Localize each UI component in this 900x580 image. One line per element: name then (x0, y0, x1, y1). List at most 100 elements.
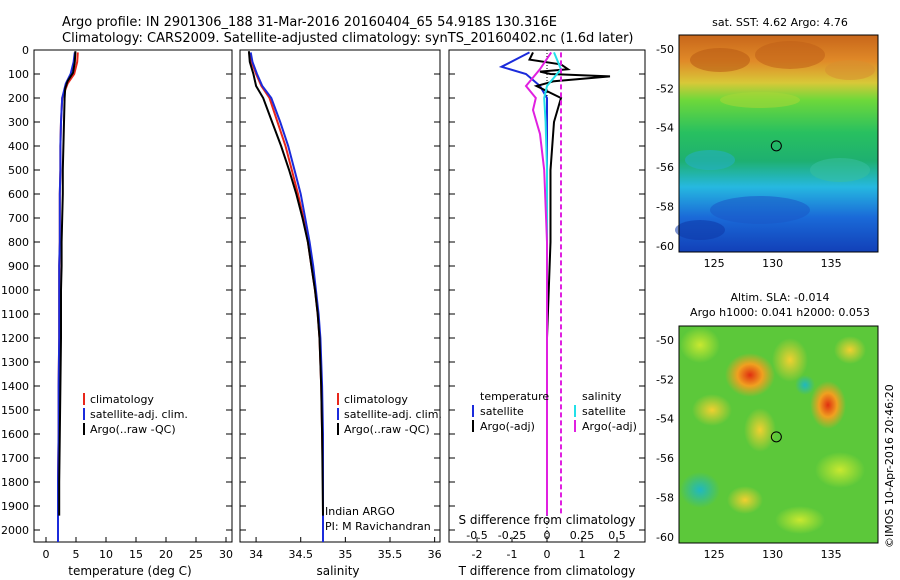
top-tick-label: -0.5 (466, 529, 487, 542)
depth-tick-label: 2000 (1, 524, 29, 537)
depth-tick-label: 1200 (1, 332, 29, 345)
temperature-series (57, 51, 79, 542)
series-line (58, 51, 77, 516)
depth-tick-label: 1600 (1, 428, 29, 441)
temperature-x-ticks: 0 5 10 15 20 25 30 (43, 537, 233, 561)
depth-tick-label: 300 (8, 116, 29, 129)
legend-item: satellite (582, 405, 626, 418)
depth-tick-label: 1100 (1, 308, 29, 321)
sst-map-title: sat. SST: 4.62 Argo: 4.76 (712, 16, 848, 29)
x-tick-label: 30 (219, 548, 233, 561)
x-tick-label: 20 (159, 548, 173, 561)
series-line (247, 51, 324, 516)
top-tick-label: -0.25 (498, 529, 526, 542)
temperature-panel-frame (33, 49, 233, 543)
salinity-annotation-line1: Indian ARGO (325, 505, 395, 518)
x-tick-label: 35 (338, 548, 352, 561)
map-y-tick-label: -50 (656, 334, 674, 347)
series-line (524, 51, 553, 516)
depth-tick-label: 1900 (1, 500, 29, 513)
sla-map-frame (678, 325, 879, 544)
x-tick-label: -1 (507, 548, 518, 561)
depth-tick-label: 1000 (1, 284, 29, 297)
salinity-panel-frame (239, 49, 441, 543)
map-y-tick-label: -60 (656, 240, 674, 253)
depth-tick-label: 100 (8, 68, 29, 81)
difference-top-ticks: -0.5 -0.25 0 0.25 0.5 (466, 529, 625, 542)
difference-series (498, 51, 611, 516)
x-tick-label: 35.5 (378, 548, 403, 561)
depth-tick-label: 500 (8, 164, 29, 177)
x-tick-label: 25 (189, 548, 203, 561)
depth-tick-label: 1500 (1, 404, 29, 417)
legend-item: climatology (90, 393, 154, 406)
sst-map-xticks: 125 130 135 (704, 257, 842, 270)
map-y-tick-label: -58 (656, 201, 674, 214)
map-x-tick-label: 130 (762, 257, 783, 270)
map-x-tick-label: 130 (762, 548, 783, 561)
x-tick-label: -2 (472, 548, 483, 561)
sla-map-title2: Argo h1000: 0.041 h2000: 0.053 (690, 306, 870, 319)
depth-tick-label: 1700 (1, 452, 29, 465)
map-x-tick-label: 125 (704, 257, 725, 270)
map-y-tick-label: -56 (656, 161, 674, 174)
sst-float-marker (770, 140, 782, 152)
salinity-x-ticks: 34 34.5 35 35.5 36 (249, 537, 442, 561)
map-x-tick-label: 135 (821, 548, 842, 561)
difference-xlabel: T difference from climatology (458, 564, 636, 578)
salinity-legend: climatology satellite-adj. clim. Argo(..… (325, 393, 442, 533)
temperature-legend: climatology satellite-adj. clim. Argo(..… (83, 393, 188, 436)
series-line (249, 52, 324, 542)
legend-item: satellite (480, 405, 524, 418)
sla-float-marker (770, 431, 782, 443)
difference-top-label: S difference from climatology (459, 513, 636, 527)
x-tick-label: 15 (129, 548, 143, 561)
depth-tick-label: 0 (22, 44, 29, 57)
map-y-tick-label: -58 (656, 492, 674, 505)
depth-axis-ticks: 0 100 200 300 400 500 600 700 800 900 1000 1100 1200… (1, 44, 29, 537)
legend-item: Argo(..raw -QC) (344, 423, 430, 436)
header-line2: Climatology: CARS2009. Satellite-adjuste… (62, 31, 634, 46)
map-y-tick-label: -52 (656, 82, 674, 95)
header-line1: Argo profile: IN 2901306_188 31-Mar-2016… (62, 15, 557, 30)
map-y-tick-label: -60 (656, 531, 674, 544)
sla-map-texture (680, 327, 866, 534)
sst-map (675, 34, 879, 253)
sla-map (678, 325, 879, 544)
depth-tick-label: 1300 (1, 356, 29, 369)
sla-map-xticks: 125 130 135 (704, 548, 842, 561)
map-y-tick-label: -54 (656, 413, 674, 426)
depth-tick-label: 700 (8, 212, 29, 225)
depth-tick-label: 600 (8, 188, 29, 201)
depth-tick-label: 400 (8, 140, 29, 153)
salinity-annotation-line2: PI: M Ravichandran (325, 520, 431, 533)
legend-title-temperature: temperature (480, 390, 549, 403)
map-y-tick-label: -56 (656, 452, 674, 465)
map-y-tick-label: -54 (656, 122, 674, 135)
top-tick-label: 0.5 (608, 529, 626, 542)
depth-tick-label: 200 (8, 92, 29, 105)
x-tick-label: 1 (579, 548, 586, 561)
depth-tick-label: 900 (8, 260, 29, 273)
sla-map-title1: Altim. SLA: -0.014 (730, 291, 829, 304)
series-line (247, 52, 324, 542)
depth-tick-label: 800 (8, 236, 29, 249)
map-x-tick-label: 125 (704, 548, 725, 561)
map-x-tick-label: 135 (821, 257, 842, 270)
temperature-xlabel: temperature (deg C) (68, 564, 191, 578)
legend-item: Argo(-adj) (480, 420, 535, 433)
x-tick-label: 34.5 (288, 548, 313, 561)
sla-map-yticks: -50 -52 -54 -56 -58 -60 (656, 334, 674, 544)
x-tick-label: 0 (544, 548, 551, 561)
depth-axis-tickmarks (34, 49, 645, 531)
depth-tick-label: 1800 (1, 476, 29, 489)
sst-map-yticks: -50 -52 -54 -56 -58 -60 (656, 43, 674, 253)
difference-x-ticks: -2 -1 0 1 2 (472, 537, 621, 561)
map-y-tick-label: -52 (656, 373, 674, 386)
legend-item: satellite-adj. clim. (344, 408, 442, 421)
legend-item: climatology (344, 393, 408, 406)
top-tick-label: 0.25 (570, 529, 595, 542)
salinity-series (247, 51, 324, 542)
legend-item: satellite-adj. clim. (90, 408, 188, 421)
